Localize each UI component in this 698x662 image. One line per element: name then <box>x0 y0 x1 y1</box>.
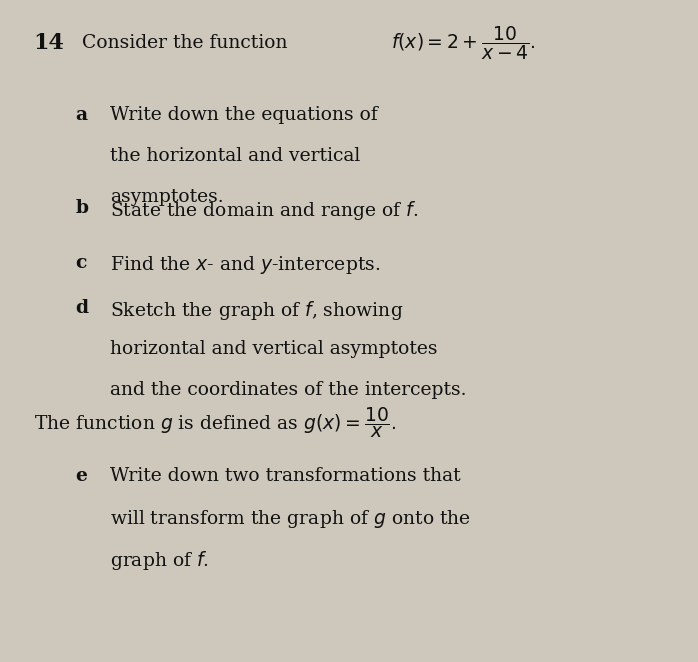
Text: e: e <box>75 467 87 485</box>
Text: a: a <box>75 106 87 124</box>
Text: $f(x)=2+\dfrac{10}{x-4}.$: $f(x)=2+\dfrac{10}{x-4}.$ <box>391 24 535 62</box>
Text: The function $g$ is defined as $g(x)=\dfrac{10}{x}.$: The function $g$ is defined as $g(x)=\df… <box>34 405 396 440</box>
Text: Write down two transformations that: Write down two transformations that <box>110 467 461 485</box>
Text: Sketch the graph of $f$, showing: Sketch the graph of $f$, showing <box>110 299 403 322</box>
Text: graph of $f$.: graph of $f$. <box>110 549 209 572</box>
Text: State the domain and range of $f$.: State the domain and range of $f$. <box>110 199 419 222</box>
Text: 14: 14 <box>34 32 64 54</box>
Text: Consider the function: Consider the function <box>82 34 288 52</box>
Text: b: b <box>75 199 89 216</box>
Text: d: d <box>75 299 89 317</box>
Text: horizontal and vertical asymptotes: horizontal and vertical asymptotes <box>110 340 438 358</box>
Text: asymptotes.: asymptotes. <box>110 188 224 206</box>
Text: the horizontal and vertical: the horizontal and vertical <box>110 147 361 165</box>
Text: will transform the graph of $g$ onto the: will transform the graph of $g$ onto the <box>110 508 471 530</box>
Text: Write down the equations of: Write down the equations of <box>110 106 378 124</box>
Text: and the coordinates of the intercepts.: and the coordinates of the intercepts. <box>110 381 467 399</box>
Text: Find the $x$- and $y$-intercepts.: Find the $x$- and $y$-intercepts. <box>110 254 380 275</box>
Text: c: c <box>75 254 87 271</box>
